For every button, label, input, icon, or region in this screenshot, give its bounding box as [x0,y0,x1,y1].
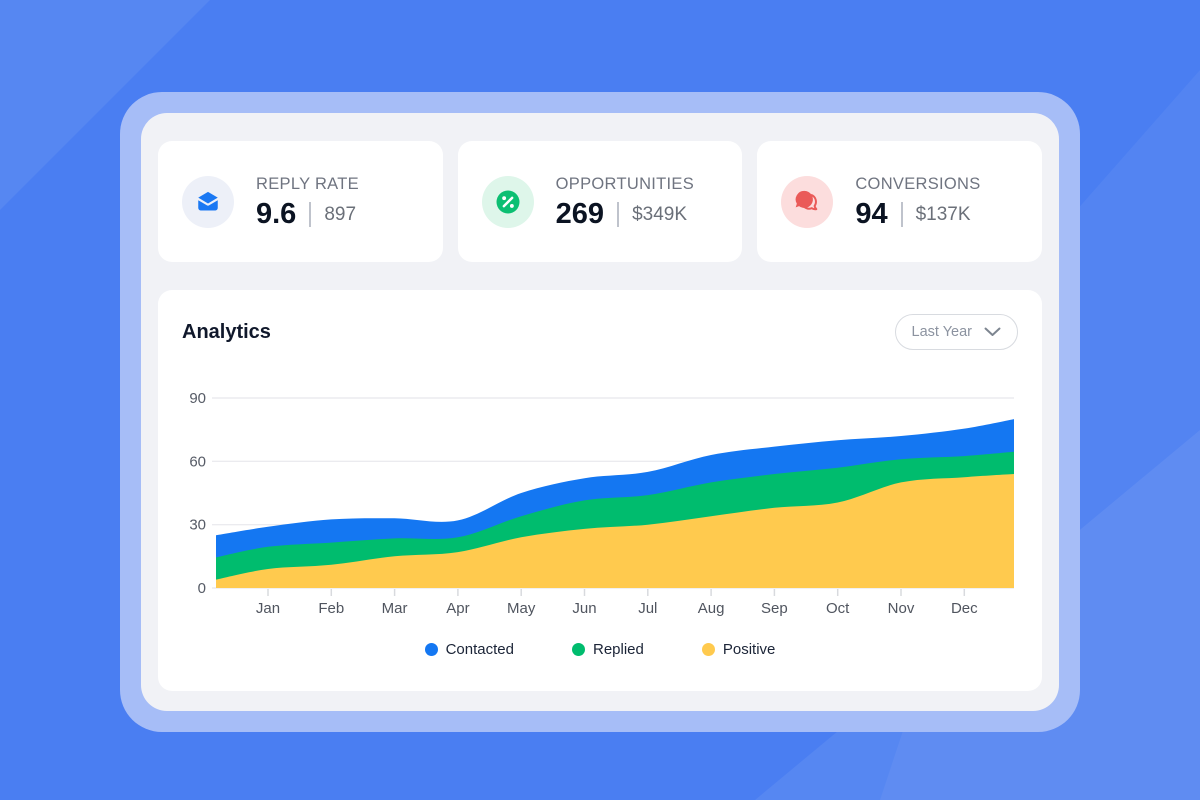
stat-text: OPPORTUNITIES 269 $349K [556,175,694,229]
svg-text:30: 30 [189,517,206,534]
stat-text: REPLY RATE 9.6 897 [256,175,359,229]
svg-text:90: 90 [189,390,206,407]
analytics-header: Analytics Last Year [182,314,1018,350]
legend-dot-icon [424,643,438,656]
svg-text:Mar: Mar [382,600,408,617]
dashboard-panel: REPLY RATE 9.6 897 [141,113,1059,711]
chart-legend: Contacted Replied Positive [182,641,1018,658]
svg-text:Oct: Oct [826,600,850,617]
legend-dot-icon [571,643,585,656]
date-range-value: Last Year [911,324,972,340]
stat-value: 94 [855,197,888,230]
stat-secondary-value: $349K [632,203,688,225]
svg-text:Sep: Sep [761,600,788,617]
legend-label: Replied [592,641,644,658]
svg-text:Jun: Jun [572,600,596,617]
stat-secondary-value: 897 [324,203,357,225]
legend-item-replied[interactable]: Replied [571,641,644,658]
chevron-down-icon [984,327,1001,336]
analytics-card: Analytics Last Year 0 30 60 90 Jan Feb Mar Apr M… [158,290,1042,691]
svg-text:Jul: Jul [638,600,657,617]
legend-label: Contacted [445,641,514,658]
stat-label: REPLY RATE [256,174,359,193]
stat-card-reply-rate: REPLY RATE 9.6 897 [158,141,443,262]
stat-divider [900,201,903,227]
stat-card-conversions: CONVERSIONS 94 $137K [757,141,1043,262]
svg-text:0: 0 [198,580,206,597]
stat-label: OPPORTUNITIES [555,174,695,193]
stat-label: CONVERSIONS [855,174,981,193]
legend-dot-icon [701,643,715,656]
svg-text:Jan: Jan [256,600,280,617]
dashboard-frame: REPLY RATE 9.6 897 [120,92,1080,732]
date-range-dropdown[interactable]: Last Year [894,314,1018,350]
stat-secondary-value: $137K [915,203,971,225]
envelope-open-icon [182,175,234,228]
legend-item-positive[interactable]: Positive [701,641,776,658]
svg-text:Apr: Apr [446,600,469,617]
stat-divider [617,201,620,227]
stat-value: 269 [555,197,605,230]
svg-text:Nov: Nov [888,600,915,617]
percent-badge-icon [481,175,534,228]
legend-item-contacted[interactable]: Contacted [424,641,514,658]
stat-value: 9.6 [256,197,297,230]
svg-text:Aug: Aug [698,600,725,617]
stats-row: REPLY RATE 9.6 897 [158,141,1043,262]
stacked-area-chart: 0 30 60 90 Jan Feb Mar Apr May Jun Jul Aug Sep Oct Nov… [182,385,1018,625]
svg-text:Feb: Feb [318,600,344,617]
stat-card-opportunities: OPPORTUNITIES 269 $349K [457,141,743,262]
chat-bubbles-icon [781,175,834,228]
stat-divider [309,201,312,227]
svg-text:Dec: Dec [951,600,978,617]
legend-label: Positive [722,641,776,658]
page-title: Analytics [182,320,271,343]
stat-text: CONVERSIONS 94 $137K [855,175,980,229]
svg-text:May: May [507,600,536,617]
svg-text:60: 60 [189,453,206,470]
